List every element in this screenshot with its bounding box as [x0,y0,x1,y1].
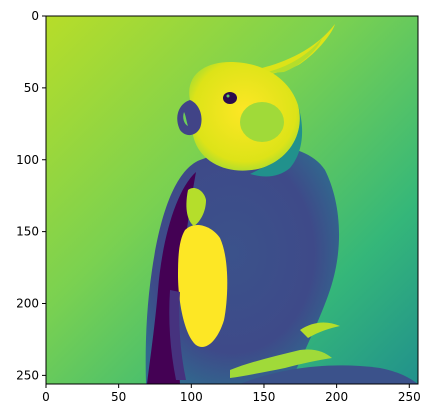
crest-feather [262,24,335,76]
y-tick-label: 250 [16,368,39,382]
y-tick-label: 150 [16,225,39,239]
wing-dark-edge [169,290,186,380]
y-tick-label: 0 [31,9,39,23]
y-tick-label: 50 [24,81,39,95]
y-axis: 0 50 100 150 200 250 [16,9,46,382]
head-back-shadow [250,105,303,177]
wing-light-stripe [186,188,206,226]
crest-feather-2 [258,38,322,74]
eye [223,92,237,104]
wing-light-patch [178,224,228,348]
axes-frame [45,15,419,385]
x-tick-label: 0 [42,390,50,404]
x-tick-label: 100 [180,390,203,404]
x-axis: 0 50 100 150 200 250 [42,384,421,404]
axes-border [45,15,419,385]
y-tick-label: 100 [16,153,39,167]
plot-area [46,16,418,384]
x-tick-label: 250 [398,390,421,404]
y-tick-label: 200 [16,297,39,311]
x-tick-label: 50 [111,390,126,404]
cheek-patch [240,102,284,142]
toe-claws [300,322,340,338]
x-tick-label: 200 [325,390,348,404]
beak-highlight [183,112,188,126]
feet [230,349,332,378]
eye-highlight [226,94,230,98]
x-tick-label: 150 [253,390,276,404]
beak [177,100,202,136]
wing-shadow [147,172,196,384]
perch [240,365,418,384]
